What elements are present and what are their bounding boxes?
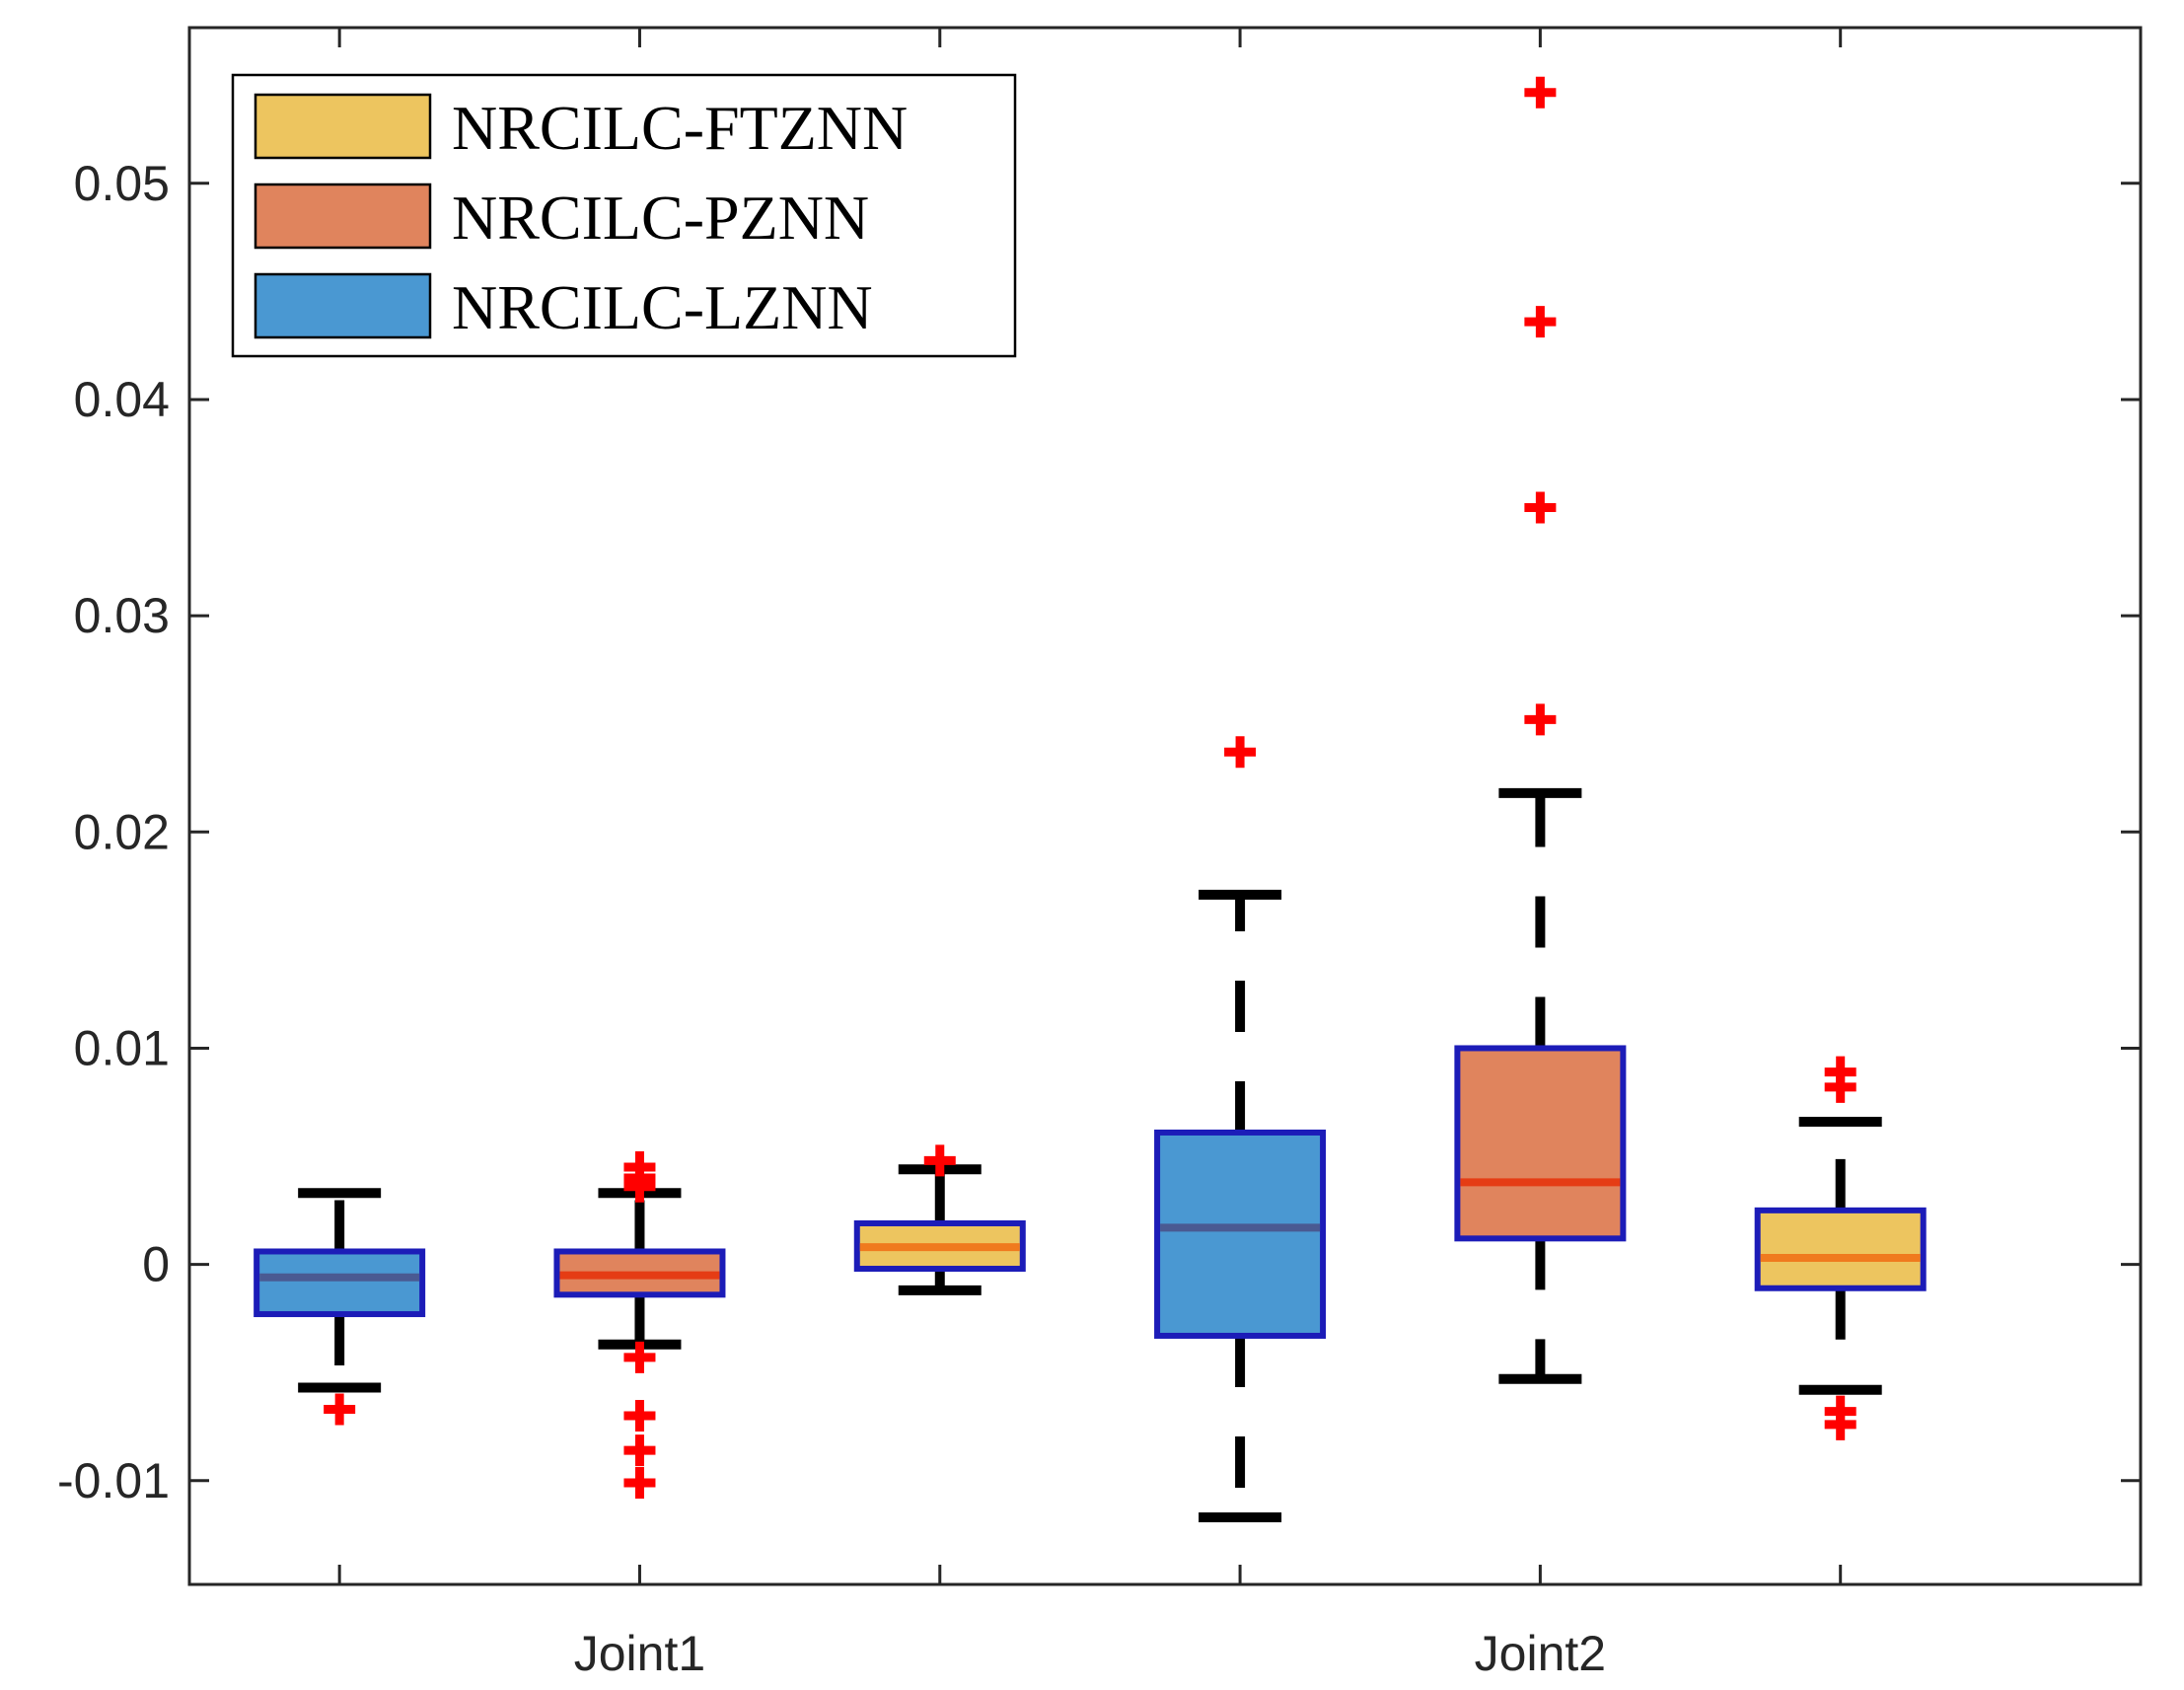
outlier-marker [324,1393,356,1426]
legend-label-ftznn: NRCILC-FTZNN [452,93,908,163]
outlier-marker [1824,1408,1856,1440]
y-tick-label: 0.02 [74,804,170,859]
outlier-marker [623,1400,656,1433]
box-nrcilc-ftznn-joint1 [853,1144,1026,1295]
box-body [1754,1207,1927,1291]
legend-swatch-lznn [254,272,432,339]
outlier-marker [1524,306,1557,338]
outlier-marker [1524,703,1557,736]
box-body [1154,1129,1327,1339]
legend-label-lznn: NRCILC-LZNN [452,272,873,342]
y-tick-label: 0.03 [74,588,170,643]
outlier-marker [623,1466,656,1499]
outlier-marker [623,1170,656,1203]
box-nrcilc-pznn-joint2 [1454,76,1627,1384]
outlier-marker [923,1144,956,1177]
outlier-marker [1524,76,1557,109]
box-nrcilc-lznn-joint1 [254,1188,426,1426]
legend: NRCILC-FTZNN NRCILC-PZNN NRCILC-LZNN [231,73,1017,358]
box-body [254,1248,426,1318]
box-group [254,76,1927,1523]
legend-label-pznn: NRCILC-PZNN [452,183,869,253]
box-nrcilc-lznn-joint2 [1154,736,1327,1523]
outlier-marker [1524,491,1557,524]
y-tick-label: 0 [142,1237,170,1292]
box-nrcilc-pznn-joint1 [553,1151,726,1499]
y-tick-label: 0.05 [74,156,170,211]
y-tick-label: 0.04 [74,372,170,427]
y-axis: -0.01 0 0.01 0.02 0.03 0.04 0.05 [57,156,2141,1508]
y-tick-label: -0.01 [57,1453,170,1508]
outlier-marker [1224,736,1257,769]
legend-swatch-pznn [254,183,432,250]
outlier-marker [623,1434,656,1467]
axes-frame [187,26,2143,1586]
legend-swatch-ftznn [254,93,432,160]
x-tick-label: Joint1 [574,1626,705,1681]
box-body [1454,1045,1627,1242]
x-axis: Joint1 Joint2 [337,28,1843,1681]
box-nrcilc-ftznn-joint2 [1754,1056,1927,1440]
y-tick-label: 0.01 [74,1020,170,1075]
outlier-marker [623,1341,656,1373]
outlier-marker [1824,1070,1856,1103]
x-tick-label: Joint2 [1475,1626,1606,1681]
